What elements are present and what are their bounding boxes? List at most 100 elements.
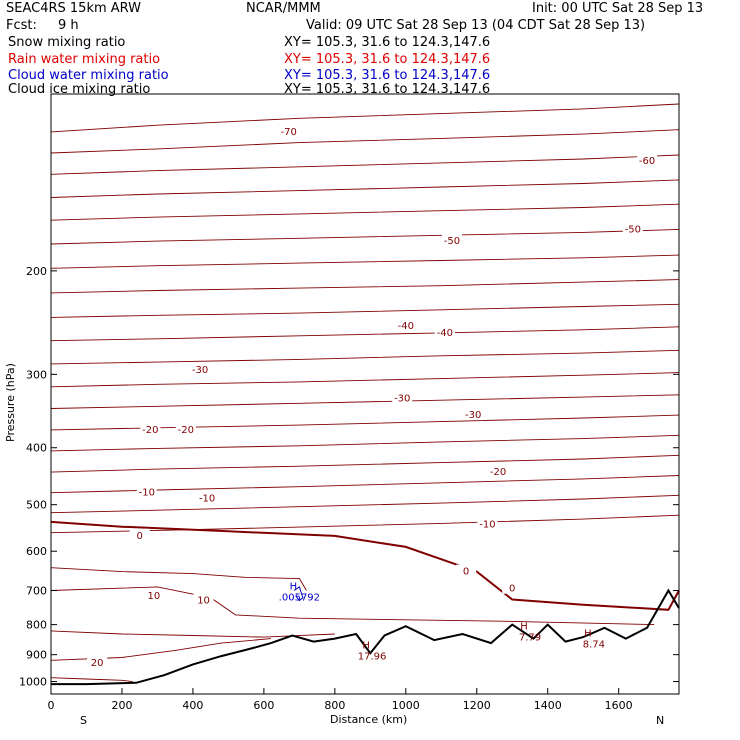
isotherm-line — [50, 394, 680, 409]
isotherm-line — [50, 372, 680, 388]
y-tick-label: 1000 — [19, 676, 47, 689]
contour-label-bg — [87, 656, 108, 669]
isotherm-line — [50, 414, 680, 431]
contour-label: 0 — [463, 567, 469, 578]
contour-label: -10 — [199, 493, 215, 504]
contour-label: -20 — [178, 425, 194, 436]
y-tick-label: 800 — [26, 619, 47, 632]
isotherm-line — [50, 279, 680, 294]
isotherm-line — [50, 454, 680, 473]
extremum-value: 7.79 — [519, 633, 541, 644]
extremum-value: 17.96 — [358, 652, 387, 663]
contour-label-bg — [463, 408, 484, 421]
field-xy-snow: XY= 105.3, 31.6 to 124.3,147.6 — [284, 35, 490, 50]
isotherm-line — [50, 567, 307, 591]
isotherm-line — [50, 303, 680, 318]
contour-label: -30 — [394, 394, 410, 405]
isotherm-line — [50, 494, 680, 514]
fcst-label: Fcst: — [6, 18, 37, 33]
contour-label: -20 — [490, 467, 506, 478]
y-tick-label: 300 — [26, 368, 47, 381]
extremum-marker: H — [290, 582, 298, 593]
isotherm-line — [50, 520, 680, 611]
isotherm-line — [50, 103, 680, 133]
contour-label-bg — [392, 391, 413, 404]
y-tick-label: 500 — [26, 499, 47, 512]
contour-label-bg — [175, 422, 196, 435]
y-tick-label: 900 — [26, 649, 47, 662]
contour-label: -10 — [139, 488, 155, 499]
y-axis-title: Pressure (hPa) — [4, 363, 17, 442]
extremum-marker: H — [520, 622, 528, 633]
x-tick-label: 0 — [48, 699, 55, 712]
isotherm-line — [50, 326, 680, 342]
x-tick-label: 1600 — [605, 699, 633, 712]
extremum-marker: H — [584, 628, 592, 639]
x-tick-label: 200 — [111, 699, 132, 712]
y-tick-label: 400 — [26, 442, 47, 455]
model-title: SEAC4RS 15km ARW — [6, 1, 141, 16]
extremum-value: 8.74 — [583, 639, 605, 650]
field-xy-cloud-water: XY= 105.3, 31.6 to 124.3,147.6 — [284, 68, 490, 83]
field-label-cloud-ice: Cloud ice mixing ratio — [8, 82, 150, 97]
contour-label: -20 — [142, 425, 158, 436]
contour-label-bg — [129, 528, 150, 541]
contour-label-bg — [488, 465, 509, 478]
x-tick-label: 1000 — [392, 699, 420, 712]
contour-label-bg — [140, 422, 161, 435]
isotherm-line — [50, 434, 680, 452]
field-label-snow: Snow mixing ratio — [8, 35, 125, 50]
contour-label: 0 — [137, 531, 143, 542]
y-tick-label: 700 — [26, 585, 47, 598]
contour-label-bg — [395, 318, 416, 331]
contour-label: -30 — [465, 410, 481, 421]
isotherm-line — [50, 677, 133, 683]
contour-label-bg — [622, 222, 643, 235]
contour-label-bg — [143, 588, 164, 601]
x-tick-label: 400 — [182, 699, 203, 712]
x-tick-label: 800 — [324, 699, 345, 712]
contour-label: -50 — [625, 224, 641, 235]
plot-area: -70 -60 -50 -50 -40 -40 -30 -30 -30 -20 -20 -20 -10 -… — [50, 103, 680, 686]
isotherm-line — [50, 179, 680, 198]
x-axis-title: Distance (km) — [330, 713, 407, 726]
contour-label-bg — [193, 593, 214, 606]
field-label-rain: Rain water mixing ratio — [8, 52, 160, 67]
endpoint-left: S — [80, 714, 87, 727]
contour-label: -10 — [479, 519, 495, 530]
valid-time: Valid: 09 UTC Sat 28 Sep 13 (04 CDT Sat … — [306, 18, 645, 33]
x-tick-label: 600 — [253, 699, 274, 712]
y-tick-label: 200 — [26, 265, 47, 278]
isotherm-line — [50, 586, 655, 626]
contour-label: -50 — [444, 236, 460, 247]
cloud-water-contour — [293, 586, 304, 602]
extremum-marker: H — [362, 641, 370, 652]
terrain-line — [51, 588, 680, 686]
org-label: NCAR/MMM — [246, 1, 321, 16]
contour-label: 10 — [197, 596, 210, 607]
y-tick-label: 600 — [26, 545, 47, 558]
isotherm-line — [50, 203, 680, 221]
plot-frame — [50, 93, 680, 695]
isotherm-line — [50, 349, 680, 365]
endpoint-right: N — [656, 714, 664, 727]
contour-label: -40 — [437, 328, 453, 339]
contour-label-bg — [136, 485, 157, 498]
field-xy-rain: XY= 105.3, 31.6 to 124.3,147.6 — [284, 52, 490, 67]
contour-label-bg — [456, 564, 477, 577]
contour-label: -70 — [281, 127, 297, 138]
contour-label-bg — [190, 363, 211, 376]
isotherm-line — [50, 638, 272, 661]
contour-label-bg — [477, 517, 498, 530]
x-tick-label: 1200 — [463, 699, 491, 712]
field-label-cloud-water: Cloud water mixing ratio — [8, 68, 169, 83]
contour-label-bg — [278, 124, 299, 137]
init-time: Init: 00 UTC Sat 28 Sep 13 — [532, 1, 703, 16]
isotherm-line — [50, 254, 680, 269]
extremum-value: .005792 — [279, 593, 320, 604]
contour-label: -60 — [639, 156, 655, 167]
axes: 0 200 400 600 800 1000 1200 1400 160020030040050… — [19, 93, 680, 712]
contour-label-bg — [637, 153, 658, 166]
contour-label-bg — [502, 581, 523, 594]
